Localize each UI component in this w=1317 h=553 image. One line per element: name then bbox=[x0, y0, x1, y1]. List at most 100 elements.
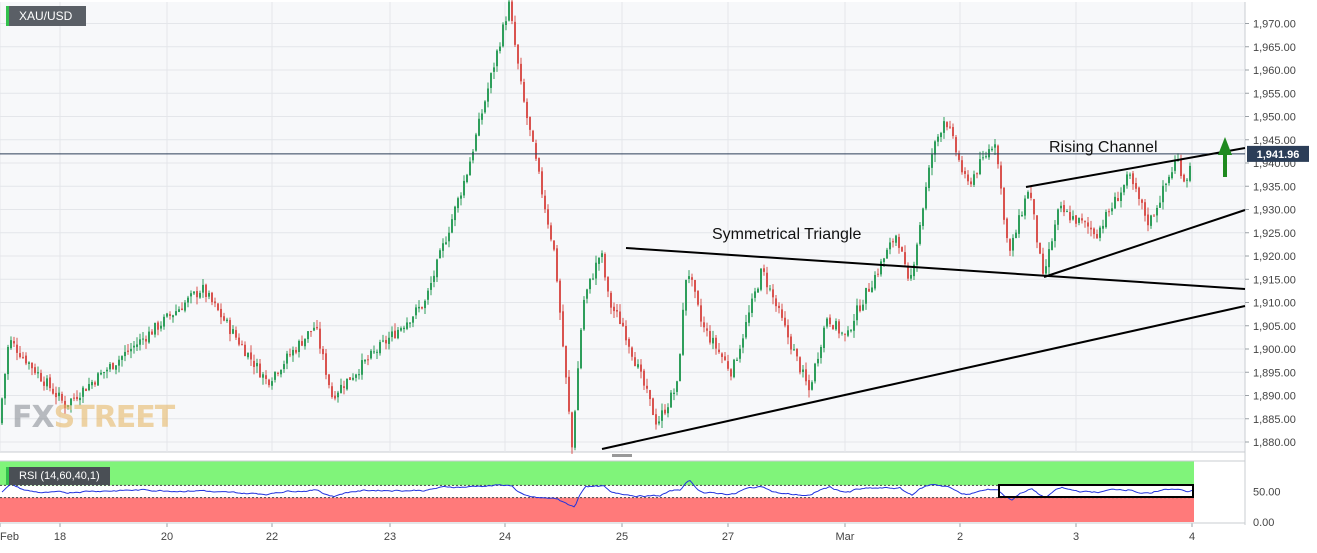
candle-body bbox=[547, 209, 549, 225]
candle-body bbox=[199, 292, 201, 298]
symbol-label[interactable]: XAU/USD bbox=[6, 6, 87, 26]
candle-body bbox=[205, 284, 207, 297]
candle-body bbox=[106, 369, 108, 372]
candle-body bbox=[805, 369, 807, 382]
candle-body bbox=[898, 236, 900, 248]
candle-body bbox=[79, 397, 81, 401]
candle-body bbox=[25, 355, 27, 364]
x-tick-label: 18 bbox=[54, 531, 66, 543]
candle-body bbox=[1003, 187, 1005, 220]
candle-body bbox=[433, 275, 435, 282]
candle-body bbox=[955, 137, 957, 153]
triangle-lower-trendline[interactable] bbox=[601, 305, 1246, 450]
triangle-upper-trendline[interactable] bbox=[625, 247, 1246, 290]
candle-body bbox=[1024, 198, 1026, 216]
candle-body bbox=[1105, 212, 1107, 228]
y-tick-label: 1,895.00 bbox=[1253, 367, 1296, 379]
rsi-line bbox=[1, 480, 1193, 508]
candle-body bbox=[1153, 215, 1155, 217]
candle-body bbox=[463, 180, 465, 196]
candle-body bbox=[295, 349, 297, 353]
watermark-part2: STREET bbox=[53, 400, 176, 435]
candle-body bbox=[22, 356, 24, 358]
candle-body bbox=[592, 278, 594, 280]
candle-body bbox=[574, 411, 576, 448]
candle-body bbox=[694, 279, 696, 292]
candle-body bbox=[832, 324, 834, 330]
candle-body bbox=[901, 247, 903, 252]
candle-body bbox=[259, 363, 261, 378]
candle-body bbox=[394, 330, 396, 339]
candle-body bbox=[949, 126, 951, 128]
y-tick-label: 1,905.00 bbox=[1253, 321, 1296, 333]
candle-body bbox=[448, 232, 450, 242]
candle-body bbox=[811, 382, 813, 390]
candle-body bbox=[652, 398, 654, 415]
candle-body bbox=[286, 353, 288, 364]
candle-body bbox=[1075, 215, 1077, 224]
candle-body bbox=[475, 134, 477, 151]
candle-body bbox=[52, 388, 54, 394]
candle-body bbox=[163, 316, 165, 327]
candle-body bbox=[1144, 202, 1146, 216]
candle-body bbox=[829, 317, 831, 325]
pane-resize-handle[interactable] bbox=[612, 454, 632, 457]
candle-body bbox=[28, 362, 30, 364]
candle-body bbox=[1066, 211, 1068, 213]
candle-body bbox=[73, 397, 75, 399]
candle-body bbox=[1072, 216, 1074, 220]
candle-body bbox=[241, 344, 243, 346]
candle-body bbox=[253, 360, 255, 367]
candle-body bbox=[142, 338, 144, 340]
candle-body bbox=[493, 67, 495, 72]
candle-body bbox=[346, 378, 348, 390]
candle-body bbox=[1051, 241, 1053, 250]
candle-body bbox=[235, 330, 237, 338]
rsi-indicator-label[interactable]: RSI (14,60,40,1) bbox=[6, 467, 110, 485]
candle-body bbox=[148, 331, 150, 343]
candle-body bbox=[778, 305, 780, 309]
candle-body bbox=[1069, 212, 1071, 221]
candle-body bbox=[871, 287, 873, 293]
candle-body bbox=[340, 384, 342, 393]
candle-body bbox=[598, 257, 600, 264]
candle-body bbox=[532, 130, 534, 142]
candle-body bbox=[625, 326, 627, 341]
candle-body bbox=[823, 327, 825, 349]
candle-body bbox=[619, 311, 621, 325]
candle-body bbox=[943, 121, 945, 133]
candle-body bbox=[226, 319, 228, 322]
candle-body bbox=[322, 348, 324, 355]
channel-lower-trendline[interactable] bbox=[1043, 209, 1246, 278]
candle-body bbox=[208, 292, 210, 297]
channel-upper-trendline[interactable] bbox=[1025, 147, 1246, 188]
rising-channel-annotation[interactable]: Rising Channel bbox=[1049, 139, 1158, 156]
candle-body bbox=[1126, 174, 1128, 186]
candle-body bbox=[100, 372, 102, 375]
candle-body bbox=[622, 322, 624, 327]
symmetrical-triangle-annotation[interactable]: Symmetrical Triangle bbox=[712, 226, 861, 243]
candle-body bbox=[889, 242, 891, 250]
candle-body bbox=[7, 346, 9, 375]
y-tick-label: 1,910.00 bbox=[1253, 298, 1296, 310]
candle-body bbox=[772, 289, 774, 298]
watermark-part1: FX bbox=[12, 400, 55, 435]
candle-body bbox=[424, 300, 426, 309]
candle-body bbox=[361, 360, 363, 375]
x-tick-label: 4 bbox=[1189, 531, 1195, 543]
candle-body bbox=[748, 312, 750, 323]
candle-body bbox=[1186, 179, 1188, 181]
candle-body bbox=[1015, 232, 1017, 239]
rsi-highlight-box[interactable] bbox=[998, 484, 1194, 498]
candle-body bbox=[670, 392, 672, 408]
candle-body bbox=[964, 171, 966, 174]
x-tick-label: 2 bbox=[957, 531, 963, 543]
candle-body bbox=[31, 362, 33, 369]
candle-body bbox=[457, 198, 459, 209]
up-arrow-head-icon[interactable] bbox=[1218, 137, 1232, 155]
candle-body bbox=[727, 361, 729, 369]
candle-body bbox=[496, 50, 498, 67]
candle-body bbox=[736, 359, 738, 361]
candle-body bbox=[799, 357, 801, 373]
